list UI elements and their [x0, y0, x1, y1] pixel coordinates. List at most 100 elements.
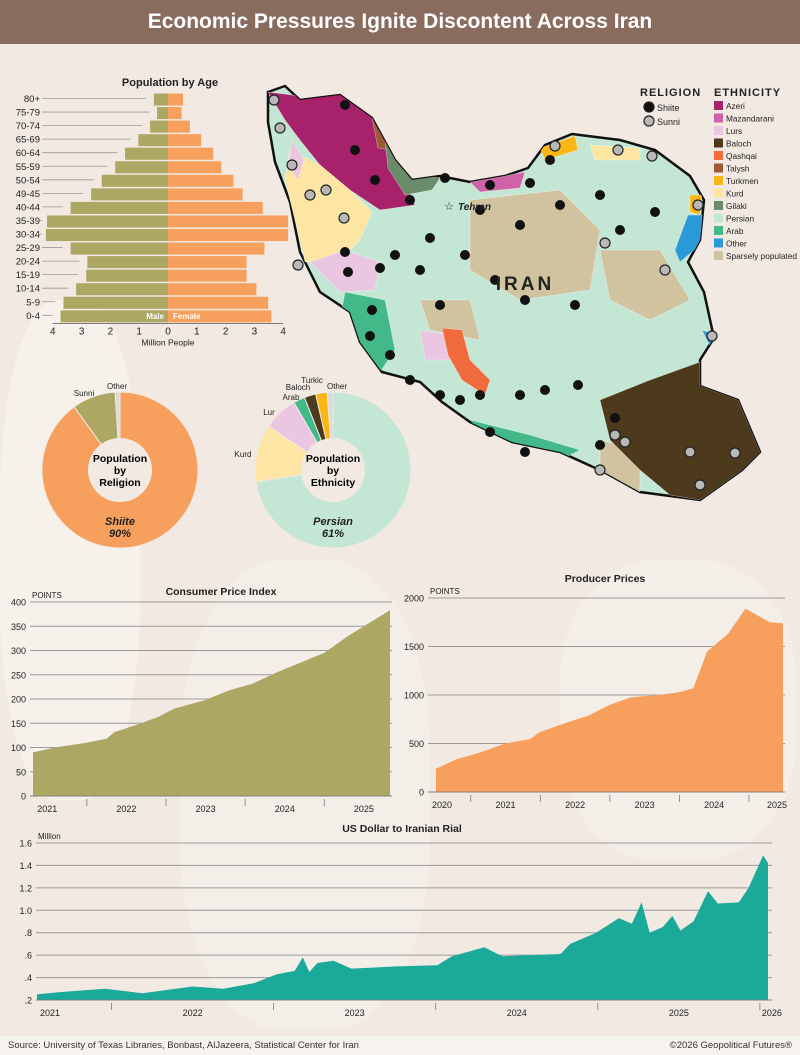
x-tick-label: 2020	[432, 800, 452, 810]
sunni-city-marker	[646, 150, 658, 162]
bar-male	[63, 296, 168, 309]
sunni-city-marker	[274, 122, 286, 134]
bar-female	[168, 201, 263, 214]
iran-map: ☆ Tehran IRAN	[266, 84, 762, 502]
sunni-city-marker	[706, 330, 718, 342]
bar-female	[168, 242, 265, 255]
legend-swatch-turkmen	[714, 176, 723, 185]
shiite-city-marker	[520, 295, 530, 305]
age-label: 50-54	[16, 175, 40, 186]
shiite-city-marker	[515, 220, 525, 230]
series-label-male: Male	[146, 312, 164, 321]
bar-male	[138, 134, 168, 147]
legend-label: Other	[726, 239, 747, 249]
shiite-city-marker	[650, 207, 660, 217]
bar-male	[153, 93, 168, 106]
legend-swatch-kurd	[714, 188, 723, 198]
x-tick-label: 2021	[40, 1008, 60, 1018]
y-tick-label: 1000	[404, 691, 424, 701]
age-label: 35-39	[16, 216, 40, 227]
shiite-city-marker	[485, 427, 495, 437]
legend-label: Shiite	[657, 103, 680, 113]
x-tick-label: 2	[223, 326, 229, 337]
age-label: 15-19	[16, 270, 40, 281]
sunni-city-marker	[320, 184, 332, 196]
x-tick-label: 2022	[183, 1008, 203, 1018]
y-tick-label: 150	[11, 719, 26, 729]
chart-title: Population by Age	[122, 77, 218, 89]
shiite-city-marker	[485, 180, 495, 190]
page-title: Economic Pressures Ignite Discontent Acr…	[0, 0, 800, 44]
age-label: 80+	[24, 94, 41, 105]
sunni-city-marker	[609, 429, 621, 441]
slice-label: Lur	[263, 408, 275, 417]
sunni-city-marker	[594, 464, 606, 476]
x-tick-label: 2026	[762, 1008, 782, 1018]
x-tick-label: 2023	[196, 804, 216, 814]
shiite-city-marker	[440, 173, 450, 183]
sunni-city-marker	[612, 144, 624, 156]
legend-swatch-azeri	[714, 101, 723, 110]
legend-swatch-other	[714, 238, 723, 248]
shiite-city-marker	[595, 190, 605, 200]
legend-marker-sunni	[643, 115, 655, 127]
pie-center-value: 61%	[322, 528, 344, 540]
country-label: IRAN	[496, 274, 554, 295]
age-label: 30-34	[16, 230, 40, 241]
bar-male	[76, 283, 168, 296]
area-chart-4: Producer Prices 0 500 1000 1500 2000 POINTS 202…	[404, 573, 787, 810]
legend-swatch-talysh	[714, 163, 723, 173]
x-tick-label: 3	[252, 326, 258, 337]
shiite-city-marker	[365, 331, 375, 341]
shiite-city-marker	[340, 100, 350, 110]
slice-label: Arab	[283, 393, 300, 402]
age-label: 0-4	[26, 311, 40, 322]
legend-swatch-qashqai	[714, 151, 723, 160]
bar-male	[86, 269, 168, 282]
x-tick-label: 2	[108, 326, 114, 337]
shiite-city-marker	[385, 350, 395, 360]
legend-label: Turkmen	[726, 176, 759, 186]
y-tick-label: 200	[11, 695, 26, 705]
bar-female	[168, 107, 182, 120]
y-tick-label: .6	[24, 951, 32, 961]
legend-label: Kurd	[726, 189, 744, 199]
slice-label: Other	[327, 382, 347, 391]
region-qashqai	[441, 327, 491, 396]
slice-label: Sunni	[74, 389, 95, 398]
y-axis-unit-label: POINTS	[32, 591, 62, 600]
sunni-city-marker	[729, 447, 741, 459]
x-tick-label: 2023	[635, 800, 655, 810]
slice-label: Turkic	[301, 376, 322, 385]
shiite-city-marker	[573, 380, 583, 390]
bar-female	[168, 283, 257, 296]
bar-male	[115, 161, 168, 174]
shiite-city-marker	[343, 267, 353, 277]
bar-male	[70, 201, 168, 214]
slice-label: Other	[107, 382, 127, 391]
shiite-city-marker	[455, 395, 465, 405]
y-tick-label: 1500	[404, 642, 424, 652]
shiite-city-marker	[475, 390, 485, 400]
area-chart-5: US Dollar to Iranian Rial .2 .4 .6 .8 1.0 1.2 1…	[19, 823, 781, 1018]
x-tick-label: 4	[280, 326, 286, 337]
sunni-city-marker	[268, 94, 280, 106]
legend-label: Gilaki	[726, 201, 747, 211]
y-tick-label: 350	[11, 622, 26, 632]
age-label: 40-44	[16, 202, 40, 213]
slice-label: Baloch	[286, 383, 310, 392]
legend-label: Azeri	[726, 101, 745, 111]
legend-label: Sparsely populated	[726, 251, 797, 261]
shiite-city-marker	[520, 447, 530, 457]
bar-female	[168, 134, 202, 147]
pie-center-value: 90%	[109, 528, 131, 540]
shiite-city-marker	[475, 205, 485, 215]
sunni-city-marker	[659, 264, 671, 276]
sunni-city-marker	[338, 212, 350, 224]
x-axis-label: Million People	[142, 337, 195, 347]
legend-label: Lurs	[726, 126, 742, 136]
x-tick-label: 0	[165, 326, 171, 337]
chart-title: Consumer Price Index	[166, 586, 277, 598]
bar-male	[157, 107, 168, 120]
bar-male	[70, 242, 168, 255]
